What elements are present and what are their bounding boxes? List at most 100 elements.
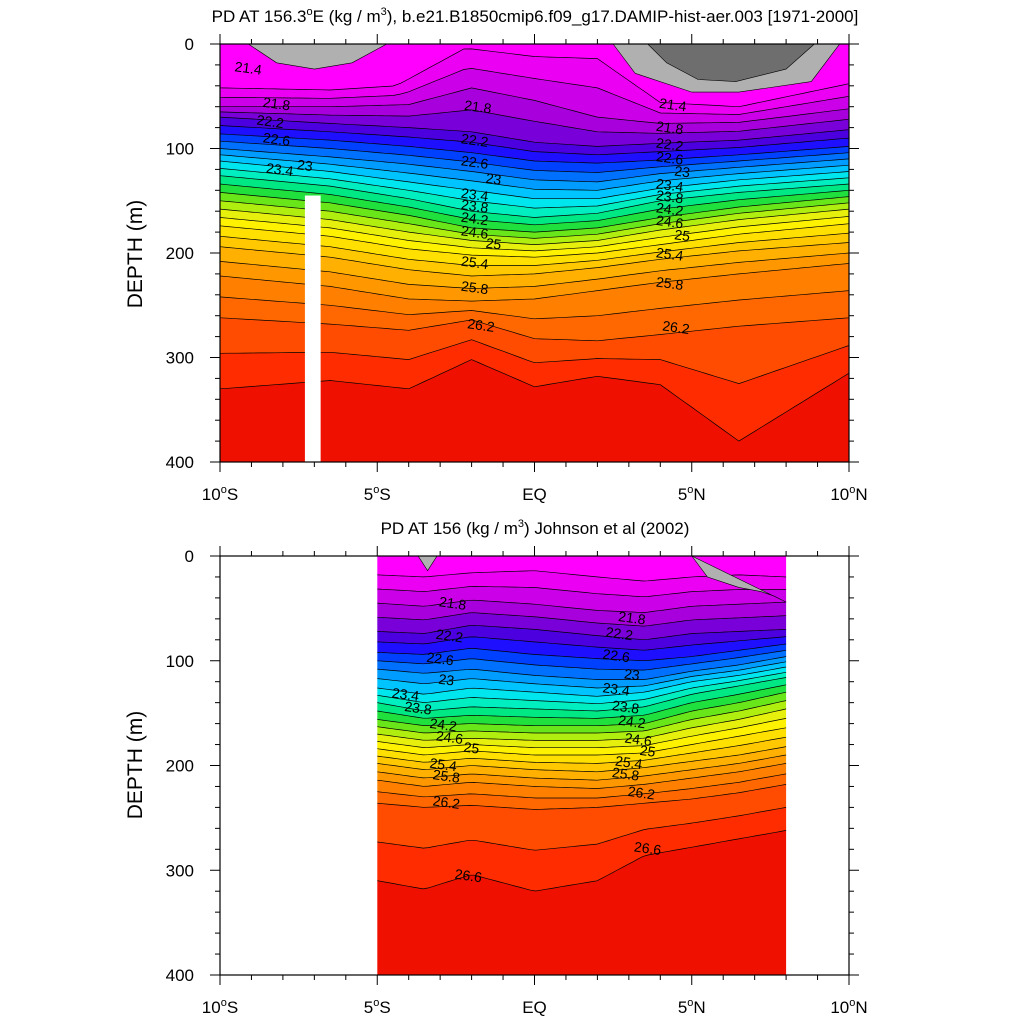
- contour-label: 23: [673, 162, 691, 180]
- contour-label: 23: [296, 156, 314, 174]
- contour-label: 24.2: [617, 712, 646, 732]
- missing-data-column: [304, 195, 321, 462]
- density-band: [377, 708, 787, 748]
- contour-line: [377, 708, 787, 741]
- contour-label: 23.8: [655, 187, 684, 207]
- density-band: [377, 677, 787, 719]
- contour-label: 23.8: [460, 196, 489, 216]
- contour-label: 25: [639, 742, 657, 760]
- density-band: [220, 161, 849, 209]
- contour-line: [377, 636, 787, 651]
- y-tick-label: 300: [166, 349, 194, 368]
- density-band: [220, 359, 849, 462]
- density-band: [377, 773, 787, 810]
- contour-line: [219, 200, 850, 239]
- contour-label: 25.8: [460, 278, 489, 298]
- contour-plot: 21.421.822.222.62323.421.822.222.62323.4…: [219, 43, 850, 462]
- density-band: [377, 656, 787, 688]
- density-band: [377, 755, 787, 789]
- density-band: [220, 209, 849, 251]
- density-band: [377, 672, 787, 711]
- contour-line: [219, 125, 850, 156]
- y-tick-labels: 0 100 200 300 400: [166, 35, 194, 472]
- contour-line: [219, 68, 850, 115]
- density-band: [220, 68, 849, 124]
- density-band: [377, 667, 787, 704]
- contour-label: 21.8: [463, 97, 492, 117]
- contour-line: [219, 216, 850, 252]
- contour-line: [377, 727, 787, 756]
- contour-line: [219, 252, 850, 289]
- x-tick-labels: 10oS 5oS EQ 5oN 10oN: [202, 484, 868, 504]
- contour-label: 25: [485, 235, 503, 253]
- density-band: [220, 317, 849, 384]
- contour-line: [219, 263, 850, 302]
- y-tick-label: 0: [185, 547, 194, 566]
- density-band: [220, 48, 849, 115]
- contour-line: [219, 317, 850, 342]
- contour-line: [219, 148, 850, 183]
- contour-line: [377, 624, 787, 641]
- contour-line: [219, 232, 850, 266]
- contour-line: [377, 677, 787, 712]
- density-band: [377, 684, 787, 726]
- x-tick-label: EQ: [522, 998, 547, 1017]
- density-band: [220, 223, 849, 266]
- contour-label: 22.6: [602, 646, 631, 666]
- contour-label: 23: [438, 671, 456, 689]
- contour-label: 23: [485, 170, 503, 188]
- contour-label: 25.8: [611, 764, 640, 784]
- contour-label: 22.6: [655, 148, 684, 168]
- x-tick-label: 10oS: [202, 997, 238, 1017]
- contour-label: 22.6: [460, 152, 489, 172]
- contour-line: [219, 208, 850, 245]
- contour-line: [377, 807, 787, 851]
- contour-line: [377, 612, 787, 627]
- contour-line: [377, 671, 787, 705]
- contour-label: 22.2: [256, 112, 285, 132]
- y-tick-label: 100: [166, 140, 194, 159]
- density-band: [220, 148, 849, 191]
- contour-label: 25.4: [614, 753, 643, 773]
- density-band: [377, 727, 787, 764]
- contour-line: [377, 586, 787, 598]
- contour-line: [377, 666, 787, 697]
- contour-label: 25.8: [655, 273, 684, 293]
- contour-label: 25: [463, 739, 481, 757]
- contour-label: 25: [673, 226, 691, 244]
- contour-line: [219, 168, 850, 209]
- contour-line: [219, 183, 850, 226]
- contour-label: 21.8: [262, 94, 291, 114]
- contour-line: [219, 192, 850, 233]
- contour-line: [377, 718, 787, 749]
- density-band: [220, 184, 849, 233]
- y-axis-title: DEPTH (m): [124, 200, 147, 309]
- y-axis-title: DEPTH (m): [124, 711, 147, 820]
- density-band: [377, 807, 787, 891]
- contour-line: [377, 763, 787, 789]
- density-band: [377, 692, 787, 733]
- contour-line: [219, 140, 850, 173]
- x-tick-label: 10oS: [202, 484, 238, 504]
- contour-line: [377, 746, 787, 773]
- contour-label: 24.6: [460, 222, 489, 242]
- contour-label: 24.6: [655, 212, 684, 232]
- contour-label: 22.6: [426, 649, 455, 669]
- contour-line: [219, 290, 850, 320]
- contour-label: 23: [623, 665, 641, 683]
- top-panel: PD AT 156.3oE (kg / m3), b.e21.B1850cmip…: [124, 6, 868, 504]
- panel-title: PD AT 156 (kg / m3) Johnson et al (2002): [381, 518, 690, 538]
- density-band: [220, 233, 849, 276]
- density-band: [377, 586, 787, 613]
- y-tick-label: 300: [166, 861, 194, 880]
- contour-line: [219, 116, 850, 147]
- contour-label: 23.4: [602, 679, 631, 699]
- density-band: [377, 636, 787, 661]
- density-band: [220, 154, 849, 199]
- contour-label: 23.4: [391, 684, 420, 704]
- density-band: [220, 87, 849, 134]
- contour-label: 21.8: [617, 608, 646, 628]
- density-band: [377, 746, 787, 781]
- contour-line: [219, 160, 850, 200]
- bottom-panel: PD AT 156 (kg / m3) Johnson et al (2002)…: [124, 518, 868, 1017]
